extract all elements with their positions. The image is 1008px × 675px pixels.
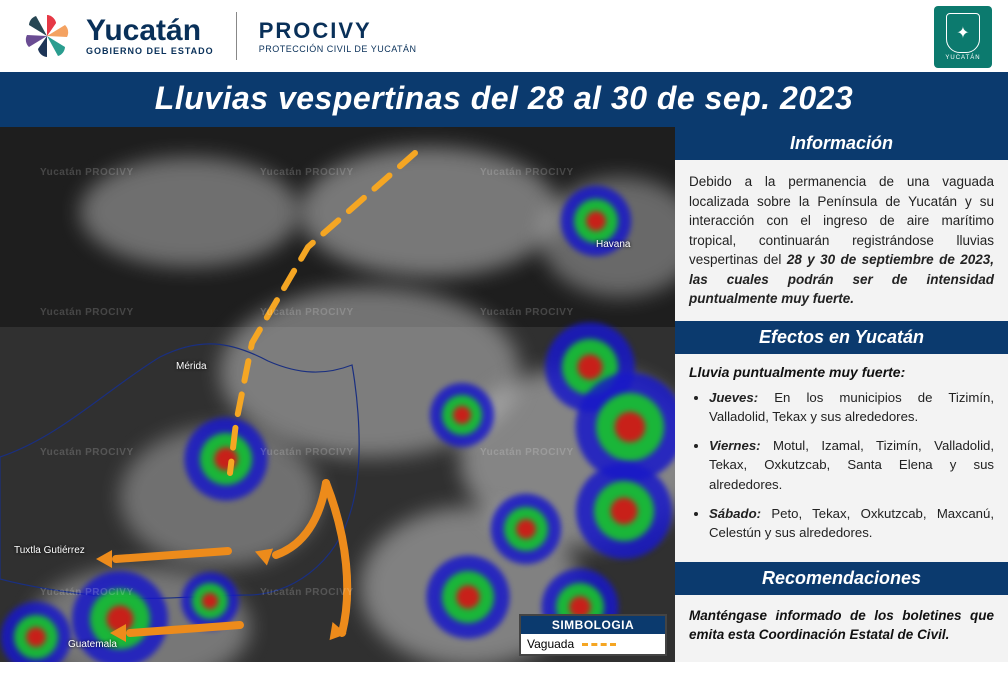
recs-heading: Recomendaciones — [675, 562, 1008, 595]
legend-item-label: Vaguada — [527, 637, 574, 651]
procivy-title: PROCIVY — [259, 18, 417, 44]
city-label: Guatemala — [68, 639, 117, 650]
watermark: Yucatán PROCIVY — [260, 447, 354, 458]
procivy-logo-block: PROCIVY PROTECCIÓN CIVIL DE YUCATÁN — [259, 18, 417, 54]
watermark: Yucatán PROCIVY — [480, 307, 574, 318]
yucatan-symbol-icon — [20, 9, 74, 63]
legend-dash-icon — [582, 643, 616, 646]
watermark: Yucatán PROCIVY — [260, 307, 354, 318]
recs-body: Manténgase informado de los boletines qu… — [675, 595, 1008, 657]
city-label: Tuxtla Gutiérrez — [14, 545, 85, 556]
legend-title: SIMBOLOGIA — [521, 616, 665, 634]
header-divider — [236, 12, 237, 60]
shield-icon: ✦ — [946, 13, 980, 53]
satellite-map: Yucatán PROCIVY Yucatán PROCIVY Yucatán PR… — [0, 127, 675, 662]
satellite-svg — [0, 127, 675, 662]
watermark: Yucatán PROCIVY — [260, 587, 354, 598]
info-body: Debido a la permanencia de una vaguada l… — [675, 160, 1008, 321]
watermark: Yucatán PROCIVY — [40, 447, 134, 458]
watermark: Yucatán PROCIVY — [40, 167, 134, 178]
watermark: Yucatán PROCIVY — [480, 167, 574, 178]
legend-row-vaguada: Vaguada — [521, 634, 665, 654]
legend-box: SIMBOLOGIA Vaguada — [519, 614, 667, 656]
watermark: Yucatán PROCIVY — [260, 167, 354, 178]
effects-heading: Efectos en Yucatán — [675, 321, 1008, 354]
city-label: Mérida — [176, 361, 207, 372]
yucatan-subtitle: GOBIERNO DEL ESTADO — [86, 46, 214, 56]
shield-label: YUCATÁN — [945, 55, 980, 61]
main-title: Lluvias vespertinas del 28 al 30 de sep.… — [0, 72, 1008, 127]
effects-item: Viernes: Motul, Izamal, Tizimín, Vallado… — [709, 436, 994, 493]
info-panel: Información Debido a la permanencia de u… — [675, 127, 1008, 662]
info-heading: Información — [675, 127, 1008, 160]
city-label: Havana — [596, 239, 630, 250]
watermark: Yucatán PROCIVY — [480, 447, 574, 458]
yucatan-logo-block: Yucatán GOBIERNO DEL ESTADO — [20, 9, 214, 63]
procivy-subtitle: PROTECCIÓN CIVIL DE YUCATÁN — [259, 44, 417, 54]
effects-item: Jueves: En los municipios de Tizimín, Va… — [709, 388, 994, 426]
effects-item: Sábado: Peto, Tekax, Oxkutzcab, Maxcanú,… — [709, 504, 994, 542]
yucatan-title: Yucatán — [86, 16, 214, 46]
header: Yucatán GOBIERNO DEL ESTADO PROCIVY PROT… — [0, 0, 1008, 72]
watermark: Yucatán PROCIVY — [40, 587, 134, 598]
yucatan-shield-badge: ✦ YUCATÁN — [934, 6, 992, 68]
watermark: Yucatán PROCIVY — [40, 307, 134, 318]
effects-subheading: Lluvia puntualmente muy fuerte: — [675, 354, 1008, 384]
effects-list: Jueves: En los municipios de Tizimín, Va… — [675, 384, 1008, 562]
